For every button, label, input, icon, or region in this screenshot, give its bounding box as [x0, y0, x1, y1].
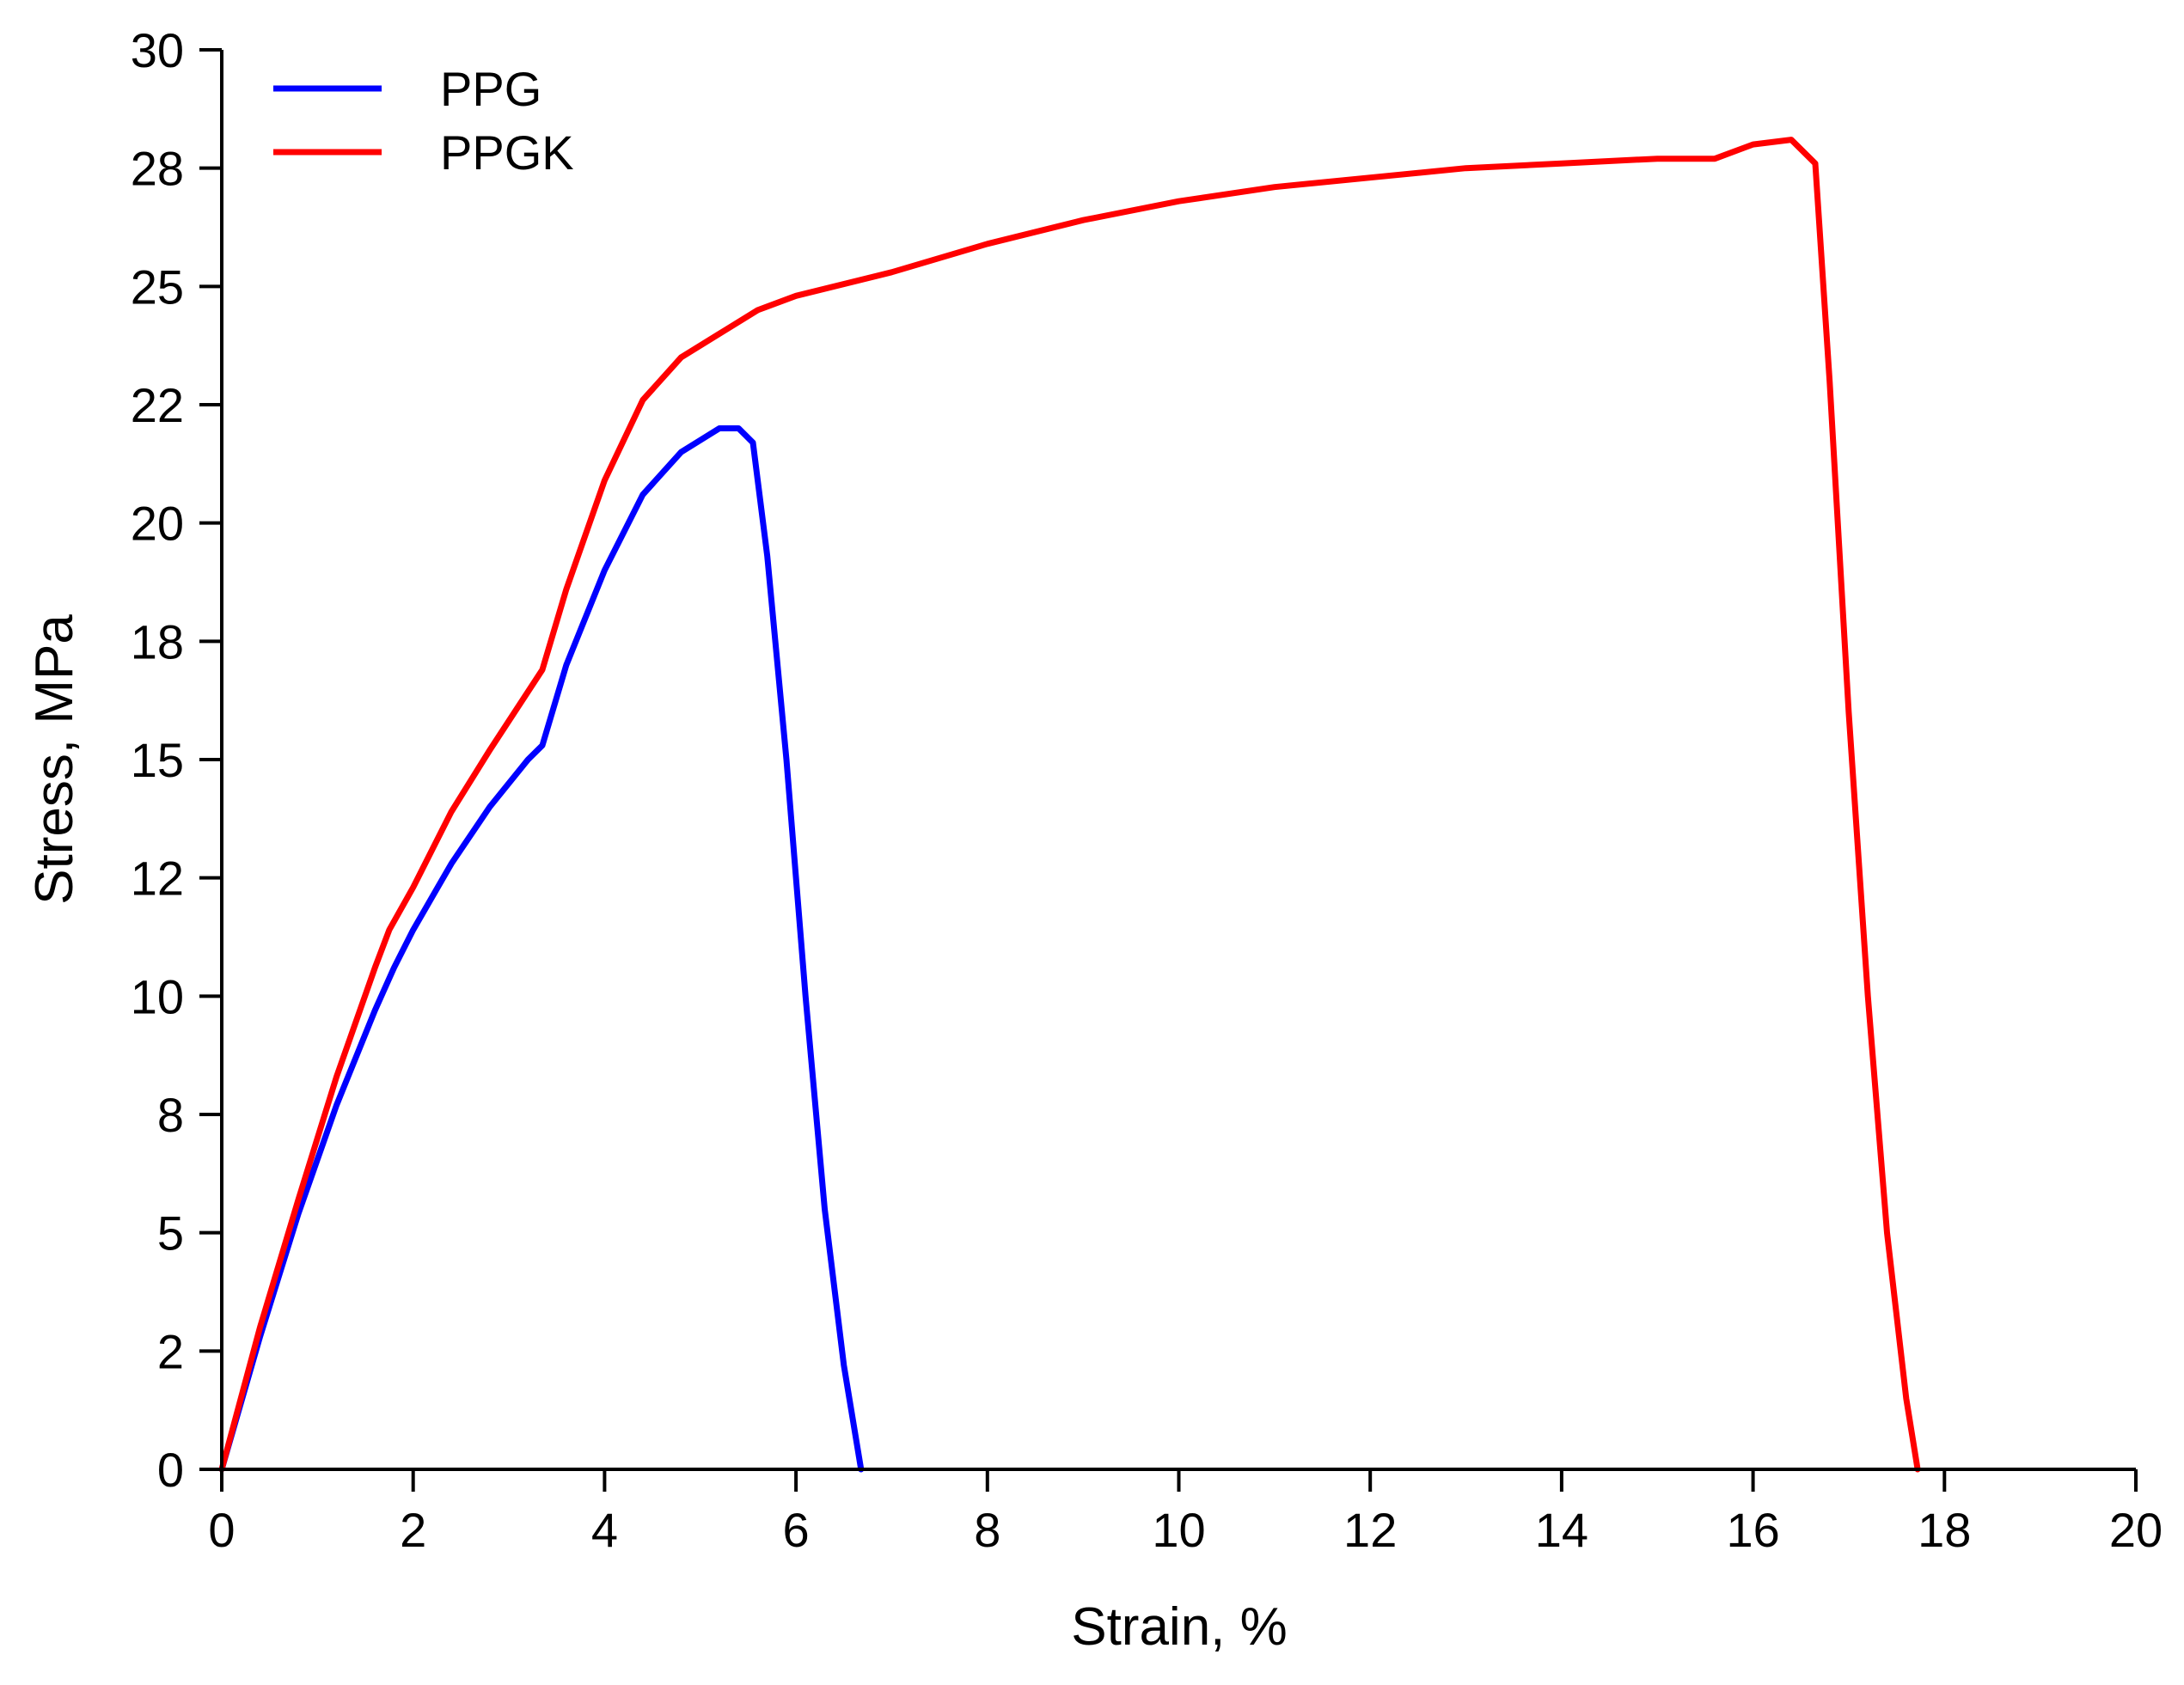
y-tick-label: 0 [157, 1443, 184, 1497]
series-line-ppgk [218, 137, 1921, 1473]
x-tick-label: 6 [783, 1503, 810, 1557]
x-tick-label: 0 [208, 1503, 235, 1557]
curves-layer [218, 137, 1921, 1473]
x-tick-label: 18 [1918, 1503, 1971, 1557]
y-tick-label: 12 [131, 852, 184, 906]
legend: PPG PPGK [273, 62, 574, 180]
x-axis-ticks: 0 2 4 6 8 10 12 14 16 18 20 [208, 1469, 2163, 1557]
y-tick-label: 8 [157, 1088, 184, 1142]
x-tick-label: 16 [1726, 1503, 1779, 1557]
y-tick-label: 10 [131, 969, 184, 1023]
y-tick-label: 2 [157, 1324, 184, 1378]
x-tick-label: 10 [1152, 1503, 1205, 1557]
x-tick-label: 2 [400, 1503, 426, 1557]
y-tick-label: 5 [157, 1206, 184, 1261]
x-tick-label: 14 [1535, 1503, 1588, 1557]
y-axis-title: Stress, MPa [25, 614, 84, 905]
x-tick-label: 4 [591, 1503, 618, 1557]
y-tick-label: 20 [131, 497, 184, 551]
y-tick-label: 28 [131, 142, 184, 196]
x-tick-label: 20 [2109, 1503, 2163, 1557]
x-tick-label: 12 [1343, 1503, 1397, 1557]
y-tick-label: 30 [131, 23, 184, 77]
x-tick-label: 8 [974, 1503, 1000, 1557]
legend-label-ppgk: PPGK [440, 125, 574, 180]
y-tick-label: 25 [131, 259, 184, 314]
series-line-ppg [218, 425, 865, 1473]
legend-label-ppg: PPG [440, 62, 541, 116]
x-axis-title: Strain, % [1071, 1597, 1288, 1657]
y-tick-label: 18 [131, 614, 184, 669]
axes-layer [220, 50, 2136, 1471]
y-tick-label: 22 [131, 378, 184, 432]
y-tick-label: 15 [131, 733, 184, 787]
